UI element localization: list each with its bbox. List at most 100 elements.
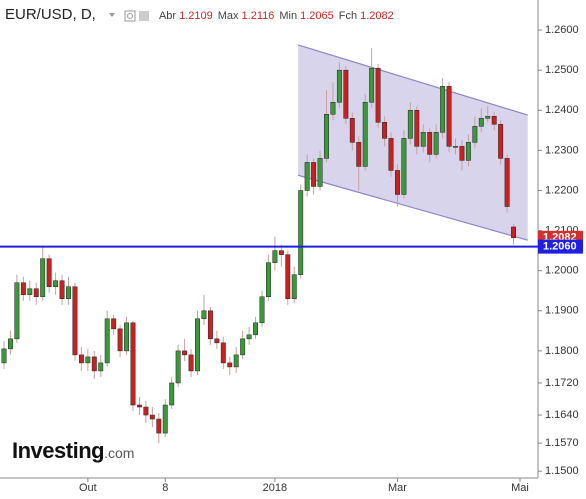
- ohlc-label: Max: [217, 10, 239, 22]
- y-tick-label: 1.1570: [545, 437, 579, 449]
- candle-body: [207, 310, 213, 340]
- y-tick-label: 1.1500: [545, 465, 579, 477]
- candle-body: [343, 69, 349, 119]
- candle-body: [188, 354, 194, 372]
- candle-body: [227, 362, 233, 368]
- candle-body: [459, 146, 465, 161]
- candle-body: [388, 138, 394, 171]
- candle-body: [182, 350, 188, 356]
- candle-body: [8, 338, 13, 350]
- candle-body: [40, 258, 46, 297]
- ohlc-label: Fch: [338, 10, 358, 22]
- candle-body: [498, 124, 504, 159]
- x-tick-label: Mar: [388, 482, 407, 494]
- watermark: Investing.com: [12, 438, 134, 464]
- candle-body: [195, 318, 200, 372]
- candle-body: [465, 142, 471, 161]
- price-tag-label: 1.2060: [543, 241, 577, 253]
- candle-body: [104, 318, 110, 364]
- candle-body: [369, 67, 375, 103]
- candle-body: [330, 102, 336, 115]
- x-tick-label: 2018: [263, 482, 287, 494]
- candle-body: [504, 158, 510, 207]
- candle-body: [298, 190, 304, 275]
- candle-body: [511, 226, 517, 239]
- candle-body: [169, 382, 175, 406]
- x-tick-label: Mai: [511, 482, 529, 494]
- candle-body: [491, 116, 497, 125]
- candle-body: [124, 322, 129, 352]
- candle-body: [311, 162, 317, 187]
- candle-body: [446, 85, 452, 147]
- candle-body: [130, 322, 136, 406]
- candle-body: [336, 69, 342, 103]
- candle-body: [72, 286, 78, 356]
- y-tick-label: 1.1900: [545, 305, 579, 317]
- candle-body: [78, 354, 84, 364]
- candle-body: [14, 282, 20, 340]
- y-tick-label: 1.1640: [545, 409, 579, 421]
- candle-body: [485, 116, 491, 119]
- candle-body: [201, 310, 207, 320]
- candle-body: [472, 126, 478, 143]
- candle-body: [349, 118, 355, 143]
- watermark-suffix: .com: [104, 445, 135, 461]
- candle-body: [240, 338, 246, 356]
- ohlc-value: 1.2082: [360, 10, 394, 22]
- candle-body: [214, 338, 220, 344]
- candle-body: [478, 118, 484, 127]
- candle-body: [395, 170, 400, 195]
- candle-body: [440, 85, 446, 133]
- candle-body: [20, 282, 26, 295]
- candle-body: [111, 318, 117, 330]
- y-tick-label: 1.2000: [545, 265, 579, 277]
- watermark-main: Investing: [12, 438, 105, 463]
- candle-body: [272, 250, 278, 263]
- ohlc-label: Abr: [158, 10, 177, 22]
- candle-body: [420, 132, 426, 147]
- candle-body: [117, 328, 123, 352]
- candle-body: [233, 354, 239, 368]
- candle-body: [433, 132, 439, 155]
- candle-body: [375, 67, 381, 123]
- ohlc-value: 1.2065: [300, 10, 334, 22]
- x-tick-label: Out: [79, 482, 97, 494]
- candle-body: [1, 348, 7, 364]
- candle-body: [175, 350, 181, 384]
- y-tick-label: 1.2400: [545, 104, 579, 116]
- candle-body: [382, 122, 388, 139]
- candle-body: [246, 334, 252, 340]
- price-tag: [538, 239, 583, 254]
- candle-body: [278, 250, 284, 255]
- y-tick-label: 1.1800: [545, 345, 579, 357]
- candle-body: [27, 288, 33, 295]
- ohlc-legend: Abr 1.2109 Max 1.2116 Min 1.2065 Fch 1.2082: [154, 10, 394, 22]
- header-icons[interactable]: [107, 10, 151, 22]
- candle-body: [137, 404, 142, 408]
- candle-body: [220, 342, 226, 364]
- candle-body: [98, 362, 104, 372]
- channel-fill: [298, 44, 528, 241]
- candle-body: [427, 132, 433, 155]
- candle-body: [266, 262, 271, 297]
- candle-body: [46, 258, 52, 287]
- candle-body: [33, 288, 39, 297]
- y-tick-label: 1.2200: [545, 184, 579, 196]
- y-tick-label: 1.2600: [545, 24, 579, 36]
- candle-body: [453, 146, 458, 148]
- candle-body: [253, 322, 259, 336]
- candle-body: [91, 356, 97, 372]
- ohlc-label: Min: [279, 10, 298, 22]
- candle-body: [156, 418, 162, 434]
- x-tick-label: 8: [162, 482, 168, 494]
- candle-body: [324, 114, 329, 159]
- candle-body: [285, 254, 291, 300]
- y-tick-label: 1.1720: [545, 377, 579, 389]
- symbol: EUR/USD, D,: [5, 6, 96, 23]
- ohlc-value: 1.2116: [241, 10, 275, 22]
- candle-body: [53, 280, 59, 287]
- candle-body: [85, 356, 91, 364]
- header: EUR/USD, D, Abr 1.2109 Max 1.2116 Min 1.2065 F…: [5, 6, 394, 23]
- candle-body: [259, 296, 265, 324]
